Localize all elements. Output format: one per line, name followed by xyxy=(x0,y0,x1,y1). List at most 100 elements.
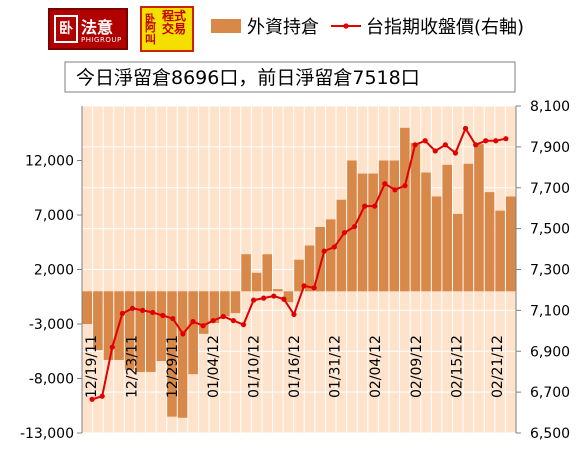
line-point xyxy=(473,142,479,148)
legend-label-line: 台指期收盤價(右軸) xyxy=(366,17,524,38)
line-point xyxy=(412,142,418,148)
line-point xyxy=(180,331,186,337)
line-point xyxy=(462,125,469,132)
legend-swatch-bar xyxy=(211,19,241,33)
grid-lines xyxy=(81,105,517,434)
bar xyxy=(410,143,421,292)
bar xyxy=(484,192,495,292)
bar xyxy=(135,291,146,372)
line-point xyxy=(351,223,358,230)
bar xyxy=(177,291,188,418)
line-point xyxy=(341,230,348,236)
phigroup-logo-sub: PHIGROUP xyxy=(81,36,122,44)
right-axis-label: 7,100 xyxy=(530,303,570,319)
bar xyxy=(315,226,325,292)
bar xyxy=(294,259,304,292)
legend-label-bar: 外資持倉 xyxy=(247,17,319,38)
left-axis-label: -8,000 xyxy=(29,372,74,388)
bar xyxy=(442,164,452,292)
line-point xyxy=(129,305,136,311)
line-point xyxy=(160,312,166,319)
left-axis-label: 7,000 xyxy=(34,208,74,224)
x-tick-label: 01/10/12 xyxy=(246,335,262,398)
x-tick-label: 02/21/12 xyxy=(490,335,506,398)
bar xyxy=(124,291,135,370)
chart-title: 今日淨留倉8696口，前日淨留倉7518口 xyxy=(76,67,420,89)
line-series-taiex-futures xyxy=(89,125,509,402)
line-point xyxy=(503,136,509,142)
title-box xyxy=(64,61,516,93)
line-point xyxy=(230,317,236,324)
phigroup-logo-name: 法意 xyxy=(81,18,114,37)
line-point xyxy=(442,142,448,148)
bar xyxy=(93,291,103,351)
program-trading-logo-name: 程式交易 xyxy=(162,9,187,36)
line-point xyxy=(493,138,499,144)
line-point xyxy=(291,311,297,318)
logo-program-trading: 卧 阿叫 程式交易 xyxy=(140,6,194,52)
bar xyxy=(304,245,315,292)
right-axis-label: 6,700 xyxy=(530,385,570,401)
line-point xyxy=(109,344,115,350)
line-point xyxy=(362,203,368,209)
x-tick-label: 01/16/12 xyxy=(287,335,303,398)
line-point xyxy=(240,322,247,328)
bar xyxy=(474,144,484,292)
line-point xyxy=(483,138,489,144)
right-axis-label: 7,900 xyxy=(530,140,570,156)
bar xyxy=(103,291,114,360)
bar xyxy=(452,213,463,292)
x-tick-label: 01/31/12 xyxy=(328,335,344,398)
line-point xyxy=(220,313,226,320)
line-point xyxy=(99,393,105,399)
bar xyxy=(241,254,251,292)
line-point xyxy=(432,148,438,154)
phigroup-logo-mark: 卧 xyxy=(54,15,78,43)
bar xyxy=(389,160,400,292)
left-axis-label: -3,000 xyxy=(29,317,74,333)
bar xyxy=(146,291,156,372)
line-point xyxy=(301,283,307,289)
bar xyxy=(262,254,273,292)
line-point xyxy=(422,138,428,144)
bar xyxy=(251,272,262,292)
bar xyxy=(378,160,389,292)
line-point xyxy=(271,293,277,299)
line-point xyxy=(261,295,267,301)
line-point xyxy=(89,396,95,402)
x-tick-label: 02/15/12 xyxy=(449,335,465,398)
bar xyxy=(463,163,474,292)
bar xyxy=(209,291,220,323)
x-tick-labels: 12/19/11 12/23/11 12/29/11 01/04/12 01/10/12… xyxy=(84,335,506,398)
bar xyxy=(357,173,368,292)
line-point xyxy=(311,285,317,291)
right-axis-label: 6,900 xyxy=(530,344,570,360)
line-point xyxy=(321,248,327,254)
bar xyxy=(198,291,209,334)
bar xyxy=(156,291,167,362)
bar xyxy=(325,219,336,292)
bar xyxy=(495,210,505,292)
left-axis-label: 12,000 xyxy=(25,154,74,170)
bar xyxy=(283,291,294,303)
x-tick-label: 12/19/11 xyxy=(84,335,100,398)
program-trading-logo-side: 阿叫 xyxy=(145,21,156,46)
line-point xyxy=(119,310,125,317)
line-point xyxy=(382,181,388,187)
line-point xyxy=(210,317,216,324)
left-axis-label: -13,000 xyxy=(20,426,74,442)
bar xyxy=(273,289,283,292)
legend-swatch-marker xyxy=(343,23,349,29)
bar xyxy=(167,291,177,417)
bar xyxy=(220,291,230,317)
bar xyxy=(431,196,442,292)
bar xyxy=(368,173,378,292)
right-axis-label: 7,500 xyxy=(530,222,570,238)
line-point xyxy=(331,244,337,250)
line-point xyxy=(372,203,378,209)
right-axis: 6,500 6,700 6,900 7,100 7,300 7,500 7,700 7,900… xyxy=(515,99,570,442)
bar xyxy=(188,291,198,375)
bar xyxy=(400,127,410,292)
line-point xyxy=(150,309,156,316)
